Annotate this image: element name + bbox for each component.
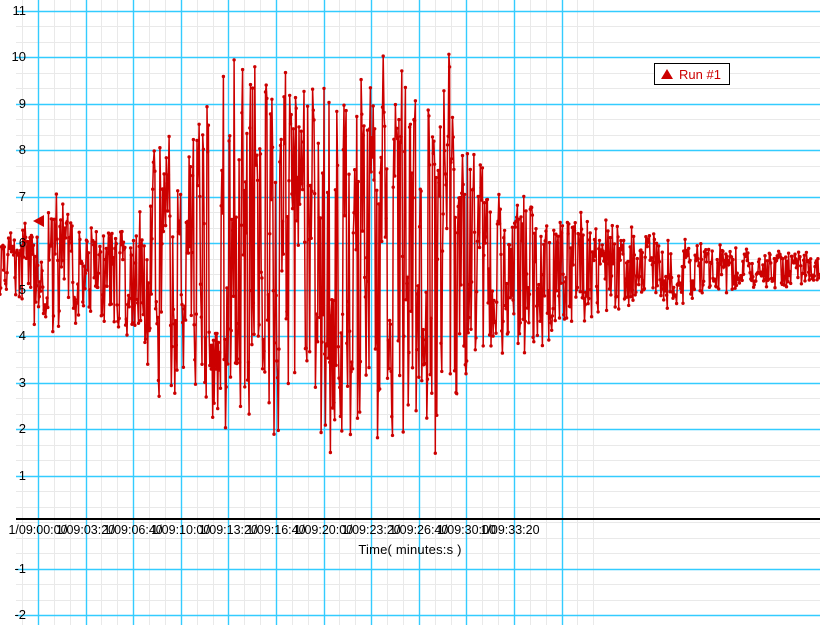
x-axis-tick-label: 1/09:33:20 (480, 523, 540, 537)
y-axis-tick-label: 1 (18, 467, 26, 483)
y-axis-tick-label: -1 (14, 560, 26, 576)
y-axis-tick-label: 5 (18, 281, 26, 297)
y-axis-tick-label: 8 (18, 142, 26, 158)
triangle-up-icon (661, 69, 673, 79)
x-axis-tick-label: 1/09:20:00 (294, 523, 354, 537)
x-axis-line (16, 518, 820, 520)
x-axis-tick-label: 1/09:16:40 (246, 523, 306, 537)
y-axis-tick-label: 6 (18, 235, 26, 251)
x-axis-tick-label: 1/09:10:00 (151, 523, 211, 537)
x-axis-tick-label: 1/09:23:20 (341, 523, 401, 537)
series-markers (0, 52, 820, 455)
x-axis-title: Time( minutes:s ) (358, 542, 462, 557)
y-axis-tick-label: 4 (18, 328, 26, 344)
y-axis-tick-label: 2 (18, 421, 26, 437)
legend-item-label: Run #1 (679, 66, 721, 82)
y-axis-tick-label: 10 (11, 49, 26, 65)
y-axis-tick-label: 9 (18, 95, 26, 111)
y-axis-tick-labels: 11109876543210-1-2 (0, 0, 30, 625)
x-axis-tick-label: 1/09:00:00 (8, 523, 68, 537)
x-axis-tick-label: 1/09:13:20 (198, 523, 258, 537)
x-axis-tick-label: 1/09:26:40 (389, 523, 449, 537)
x-axis-tick-label: 1/09:30:00 (436, 523, 496, 537)
series-direction-marker-icon (33, 215, 44, 227)
x-axis-tick-label: 1/09:03:20 (56, 523, 116, 537)
y-axis-tick-label: 11 (12, 3, 27, 18)
y-axis-tick-label: -2 (14, 607, 26, 622)
x-axis-tick-label: 1/09:06:40 (103, 523, 163, 537)
legend-box[interactable]: Run #1 (654, 63, 730, 85)
y-axis-tick-label: 7 (18, 188, 26, 204)
y-axis-tick-label: 3 (18, 374, 26, 390)
